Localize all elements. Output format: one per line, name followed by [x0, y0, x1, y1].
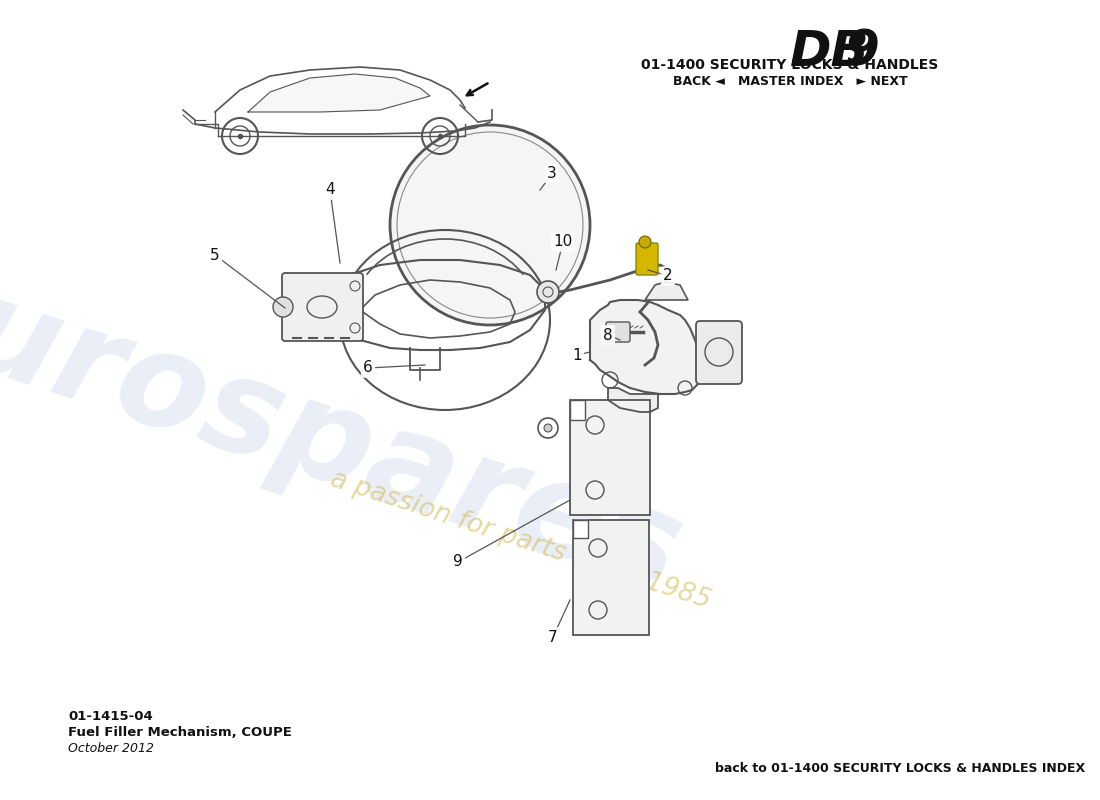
Text: BACK ◄   MASTER INDEX   ► NEXT: BACK ◄ MASTER INDEX ► NEXT [673, 75, 907, 88]
Circle shape [390, 125, 590, 325]
Circle shape [537, 281, 559, 303]
Text: 9: 9 [845, 28, 880, 76]
Text: eurospares: eurospares [0, 241, 696, 619]
Polygon shape [573, 520, 588, 538]
Polygon shape [608, 388, 658, 412]
Polygon shape [645, 282, 688, 300]
Polygon shape [248, 74, 430, 112]
FancyBboxPatch shape [606, 322, 630, 342]
Text: 3: 3 [547, 166, 557, 182]
Circle shape [639, 236, 651, 248]
Text: October 2012: October 2012 [68, 742, 154, 755]
Text: 5: 5 [210, 247, 220, 262]
Text: DB: DB [790, 28, 870, 76]
Text: 8: 8 [603, 327, 613, 342]
Text: back to 01-1400 SECURITY LOCKS & HANDLES INDEX: back to 01-1400 SECURITY LOCKS & HANDLES… [715, 762, 1085, 775]
Text: 9: 9 [453, 554, 463, 570]
Text: 2: 2 [663, 269, 673, 283]
Text: 10: 10 [553, 234, 573, 250]
FancyBboxPatch shape [282, 273, 363, 341]
Text: a passion for parts since 1985: a passion for parts since 1985 [327, 466, 714, 614]
Text: 6: 6 [363, 361, 373, 375]
Polygon shape [590, 300, 705, 394]
FancyBboxPatch shape [636, 243, 658, 275]
Polygon shape [570, 400, 585, 420]
Text: 01-1415-04: 01-1415-04 [68, 710, 153, 723]
Text: Fuel Filler Mechanism, COUPE: Fuel Filler Mechanism, COUPE [68, 726, 292, 739]
FancyBboxPatch shape [570, 400, 650, 515]
Circle shape [544, 424, 552, 432]
FancyBboxPatch shape [696, 321, 742, 384]
Text: 1: 1 [572, 347, 582, 362]
Text: 4: 4 [326, 182, 334, 198]
FancyBboxPatch shape [573, 520, 649, 635]
Text: 7: 7 [548, 630, 558, 645]
Circle shape [273, 297, 293, 317]
Text: 01-1400 SECURITY LOCKS & HANDLES: 01-1400 SECURITY LOCKS & HANDLES [641, 58, 938, 72]
